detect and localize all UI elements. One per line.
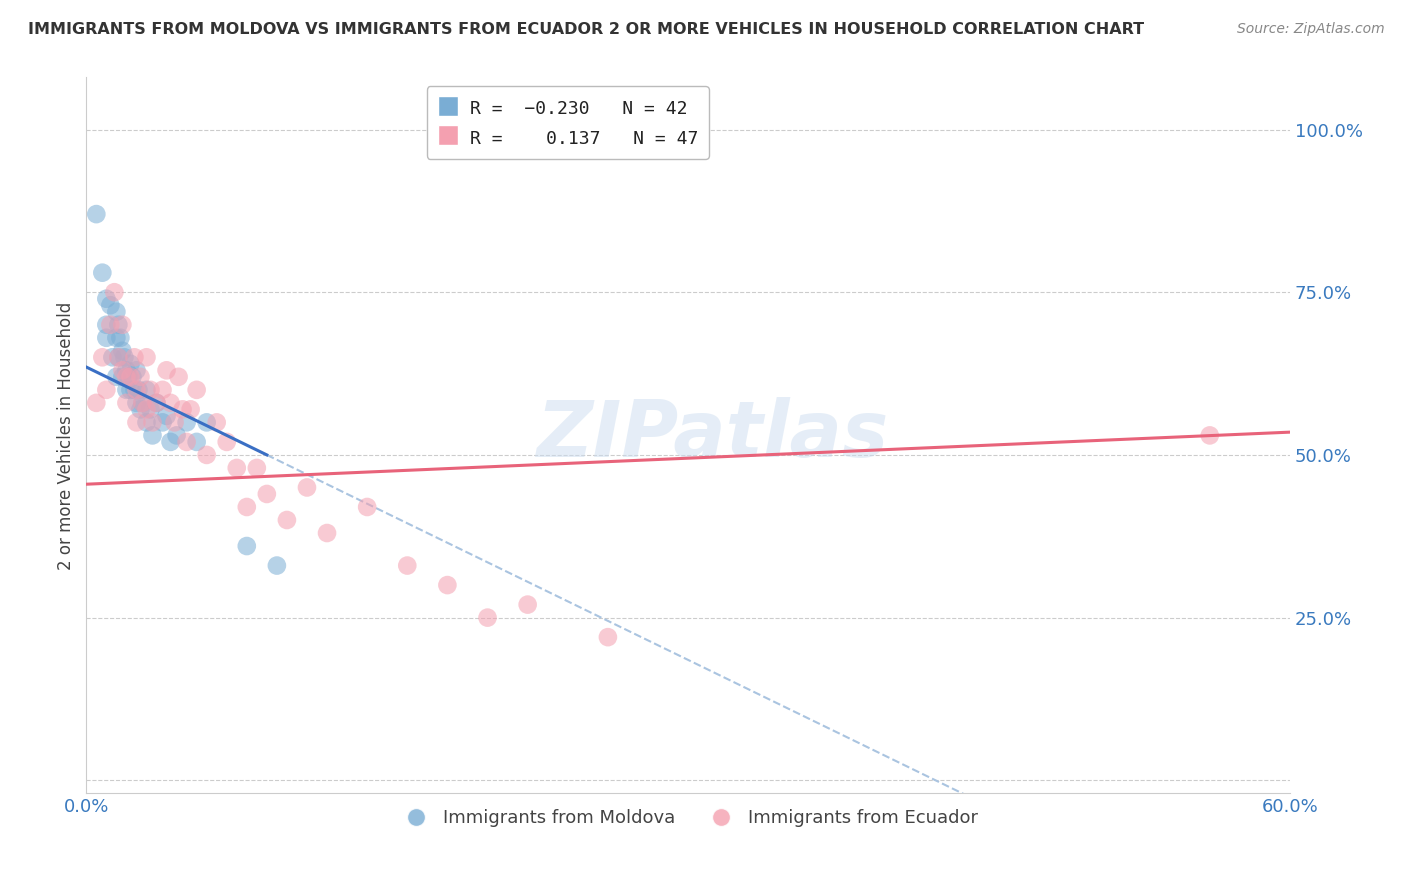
Point xyxy=(195,416,218,430)
Point xyxy=(176,434,198,449)
Point xyxy=(111,369,134,384)
Point xyxy=(276,513,298,527)
Point xyxy=(205,416,228,430)
Point xyxy=(152,416,174,430)
Point xyxy=(516,598,538,612)
Point xyxy=(91,266,114,280)
Point xyxy=(172,402,194,417)
Point xyxy=(107,318,129,332)
Point xyxy=(125,363,148,377)
Point xyxy=(129,369,152,384)
Point xyxy=(101,351,124,365)
Point xyxy=(141,428,163,442)
Y-axis label: 2 or more Vehicles in Household: 2 or more Vehicles in Household xyxy=(58,301,75,569)
Point xyxy=(107,351,129,365)
Text: Source: ZipAtlas.com: Source: ZipAtlas.com xyxy=(1237,22,1385,37)
Point xyxy=(135,351,157,365)
Point xyxy=(86,207,108,221)
Point xyxy=(111,318,134,332)
Point xyxy=(127,383,149,397)
Point xyxy=(1198,428,1220,442)
Point xyxy=(159,396,181,410)
Point xyxy=(225,461,247,475)
Point xyxy=(159,434,181,449)
Point xyxy=(180,402,202,417)
Point xyxy=(145,396,167,410)
Point xyxy=(96,292,118,306)
Text: IMMIGRANTS FROM MOLDOVA VS IMMIGRANTS FROM ECUADOR 2 OR MORE VEHICLES IN HOUSEHO: IMMIGRANTS FROM MOLDOVA VS IMMIGRANTS FR… xyxy=(28,22,1144,37)
Point xyxy=(131,396,153,410)
Point xyxy=(115,396,138,410)
Point xyxy=(121,369,143,384)
Point xyxy=(167,369,190,384)
Text: ZIPatlas: ZIPatlas xyxy=(536,398,889,474)
Point xyxy=(155,409,177,423)
Point xyxy=(124,383,146,397)
Point xyxy=(91,351,114,365)
Point xyxy=(139,383,162,397)
Point xyxy=(236,500,259,514)
Point xyxy=(295,480,318,494)
Point xyxy=(105,331,128,345)
Point xyxy=(176,416,198,430)
Point xyxy=(236,539,259,553)
Point xyxy=(155,363,177,377)
Point xyxy=(316,526,339,541)
Point xyxy=(396,558,419,573)
Point xyxy=(96,383,118,397)
Point xyxy=(186,383,208,397)
Point xyxy=(152,383,174,397)
Point xyxy=(596,630,619,644)
Point xyxy=(115,369,138,384)
Point xyxy=(135,416,157,430)
Point xyxy=(163,416,186,430)
Point xyxy=(477,610,499,624)
Point xyxy=(125,383,148,397)
Point xyxy=(125,416,148,430)
Point xyxy=(96,331,118,345)
Point xyxy=(98,298,121,312)
Point xyxy=(145,396,167,410)
Point xyxy=(356,500,378,514)
Point xyxy=(215,434,238,449)
Point xyxy=(266,558,288,573)
Point xyxy=(129,402,152,417)
Point xyxy=(111,363,134,377)
Point xyxy=(166,428,188,442)
Point xyxy=(105,369,128,384)
Point xyxy=(96,318,118,332)
Point xyxy=(120,357,142,371)
Point xyxy=(115,363,138,377)
Point xyxy=(105,304,128,318)
Point xyxy=(120,383,142,397)
Point xyxy=(110,331,132,345)
Point xyxy=(86,396,108,410)
Point xyxy=(103,285,125,300)
Point xyxy=(135,383,157,397)
Point xyxy=(139,402,162,417)
Point xyxy=(120,369,142,384)
Point xyxy=(124,351,146,365)
Point xyxy=(256,487,278,501)
Point xyxy=(125,396,148,410)
Point xyxy=(131,396,153,410)
Point xyxy=(436,578,458,592)
Point xyxy=(195,448,218,462)
Point xyxy=(246,461,269,475)
Legend: Immigrants from Moldova, Immigrants from Ecuador: Immigrants from Moldova, Immigrants from… xyxy=(391,802,986,834)
Point xyxy=(135,402,157,417)
Point xyxy=(98,318,121,332)
Point xyxy=(107,351,129,365)
Point xyxy=(111,343,134,358)
Point xyxy=(117,369,139,384)
Point xyxy=(112,351,135,365)
Point xyxy=(115,383,138,397)
Point xyxy=(186,434,208,449)
Point xyxy=(141,416,163,430)
